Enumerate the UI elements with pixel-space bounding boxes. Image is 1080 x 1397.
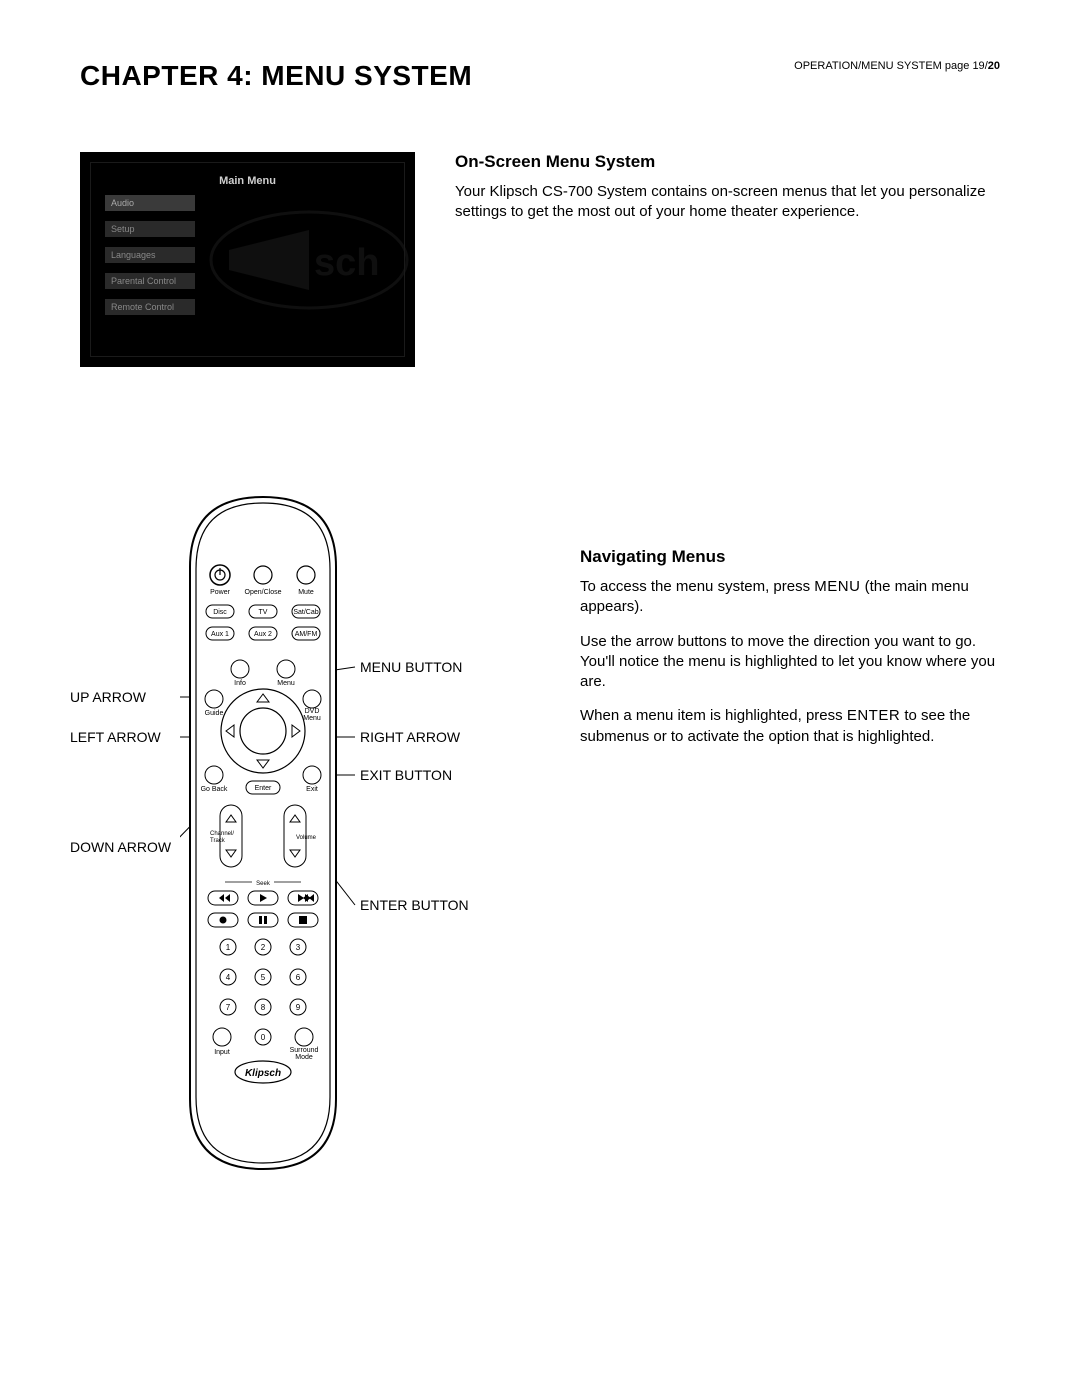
page-current: 19 xyxy=(972,60,984,72)
svg-text:Channel/: Channel/ xyxy=(210,831,234,837)
tv-menu-item: Parental Control xyxy=(105,273,195,289)
remote-diagram: UP ARROW LEFT ARROW DOWN ARROW MENU BUTT… xyxy=(80,487,540,1187)
page-total: 20 xyxy=(988,60,1000,72)
svg-text:DVD: DVD xyxy=(305,708,320,715)
svg-text:Info: Info xyxy=(234,680,246,687)
svg-text:Surround: Surround xyxy=(290,1047,319,1054)
svg-text:5: 5 xyxy=(261,973,266,982)
callout-left-arrow: LEFT ARROW xyxy=(70,729,161,745)
svg-text:8: 8 xyxy=(261,1003,266,1012)
svg-text:Aux 2: Aux 2 xyxy=(254,631,272,638)
svg-text:0: 0 xyxy=(261,1033,266,1042)
svg-text:Power: Power xyxy=(210,589,231,596)
section2-p3: When a menu item is highlighted, press E… xyxy=(580,706,1000,747)
tv-menu-item: Setup xyxy=(105,221,195,237)
tv-menu-item: Remote Control xyxy=(105,299,195,315)
svg-text:Seek: Seek xyxy=(256,881,271,887)
svg-text:Open/Close: Open/Close xyxy=(245,589,282,596)
tv-menu-item: Languages xyxy=(105,247,195,263)
callout-up-arrow: UP ARROW xyxy=(70,689,146,705)
section2-heading: Navigating Menus xyxy=(580,547,1000,567)
svg-text:Sat/Cab: Sat/Cab xyxy=(293,609,318,616)
section1-body: Your Klipsch CS-700 System contains on-s… xyxy=(455,182,1000,223)
remote-svg: Power Open/Close Mute Disc TV Sat/Cab Au… xyxy=(180,487,540,1187)
callout-down-arrow: DOWN ARROW xyxy=(70,839,171,855)
svg-text:Volume: Volume xyxy=(296,835,317,841)
svg-text:Disc: Disc xyxy=(213,609,227,616)
svg-text:Menu: Menu xyxy=(303,715,321,722)
svg-text:Go Back: Go Back xyxy=(201,786,228,793)
svg-text:7: 7 xyxy=(226,1003,231,1012)
breadcrumb: OPERATION/MENU SYSTEM page xyxy=(794,60,972,72)
svg-text:Track: Track xyxy=(210,838,226,844)
section1-heading: On-Screen Menu System xyxy=(455,152,1000,172)
svg-text:Input: Input xyxy=(214,1049,230,1056)
svg-text:6: 6 xyxy=(296,973,301,982)
svg-text:4: 4 xyxy=(226,973,231,982)
svg-text:AM/FM: AM/FM xyxy=(295,631,318,638)
svg-text:Klipsch: Klipsch xyxy=(245,1068,281,1079)
svg-text:TV: TV xyxy=(259,609,268,616)
section2-p1: To access the menu system, press MENU (t… xyxy=(580,577,1000,618)
svg-text:2: 2 xyxy=(261,943,266,952)
svg-text:3: 3 xyxy=(296,943,301,952)
svg-text:Menu: Menu xyxy=(277,680,295,687)
svg-text:Enter: Enter xyxy=(255,785,272,792)
svg-text:Guide: Guide xyxy=(205,710,224,717)
svg-text:Mute: Mute xyxy=(298,589,314,596)
svg-text:1: 1 xyxy=(226,943,231,952)
svg-text:Aux 1: Aux 1 xyxy=(211,631,229,638)
page-header: OPERATION/MENU SYSTEM page 19/20 xyxy=(794,60,1000,72)
tv-menu-title: Main Menu xyxy=(91,163,404,187)
svg-text:9: 9 xyxy=(296,1003,301,1012)
tv-menu-item: Audio xyxy=(105,195,195,211)
svg-text:Mode: Mode xyxy=(295,1054,313,1061)
tv-screenshot: sch Main Menu Audio Setup Languages Pare… xyxy=(80,152,415,367)
section2-p2: Use the arrow buttons to move the direct… xyxy=(580,632,1000,693)
svg-text:Exit: Exit xyxy=(306,786,318,793)
